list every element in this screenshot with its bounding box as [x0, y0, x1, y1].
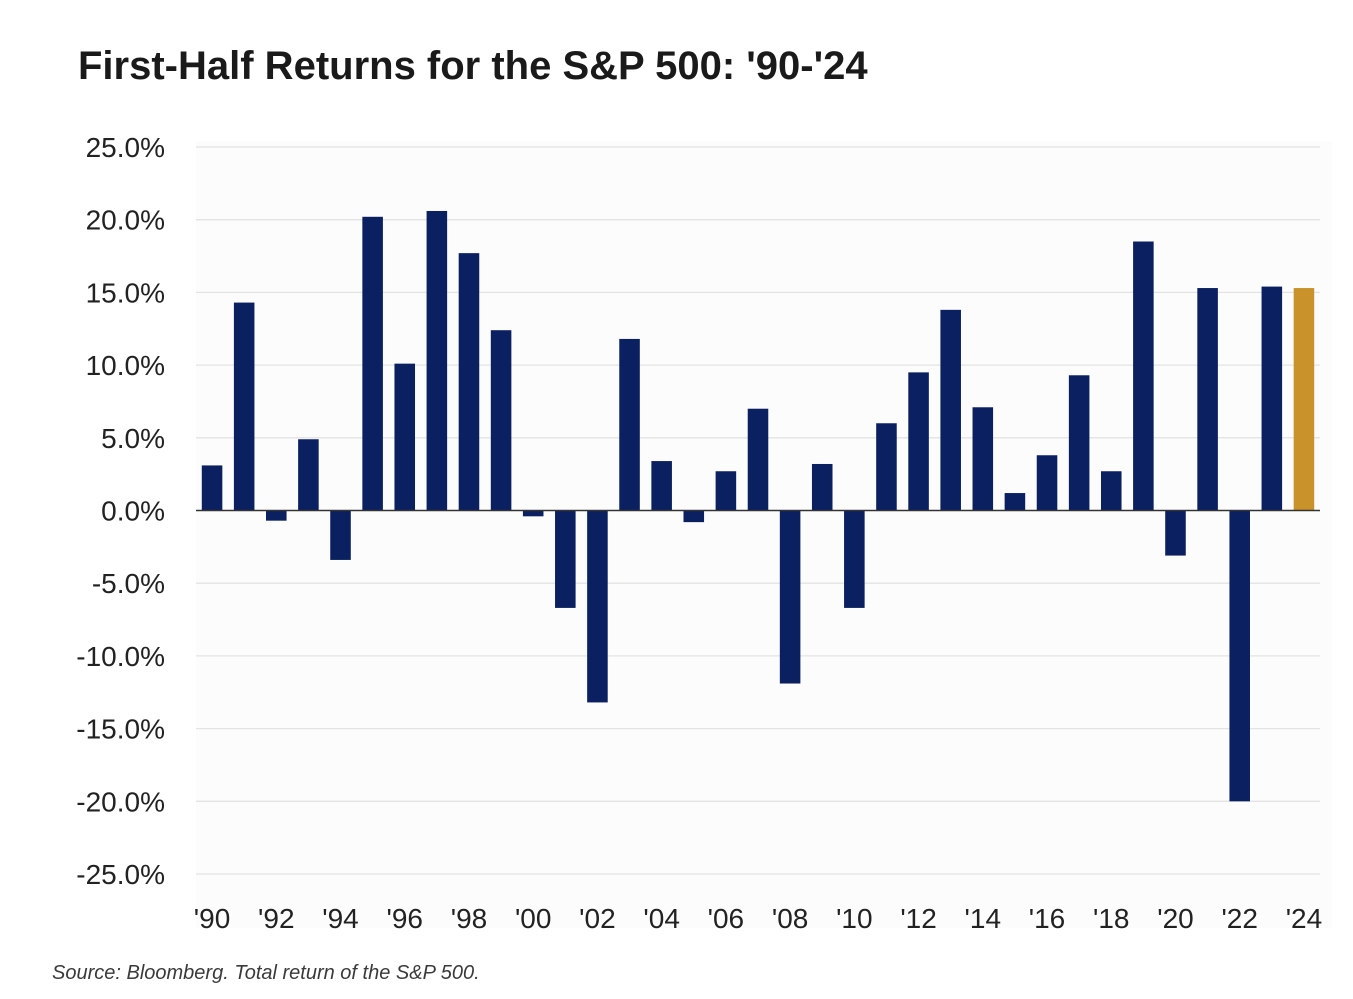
y-tick-label: -15.0% [76, 714, 165, 745]
bar-2012 [908, 372, 929, 511]
y-tick-label: -5.0% [92, 568, 165, 599]
bar-2024 [1293, 288, 1315, 511]
y-tick-label: 0.0% [101, 496, 165, 527]
bar-2016 [1036, 455, 1058, 511]
bar-2017 [1068, 375, 1090, 511]
bar-2005 [683, 510, 705, 523]
bar-2003 [619, 338, 640, 511]
bar-2015 [1004, 493, 1026, 511]
y-tick-label: -25.0% [76, 859, 165, 890]
y-tick-label: 5.0% [101, 423, 165, 454]
bar-2019 [1133, 241, 1154, 511]
bar-2022 [1229, 510, 1250, 802]
bar-2006 [715, 471, 737, 511]
bar-2004 [651, 461, 672, 511]
x-tick-label: '08 [772, 903, 809, 934]
chart-title: First-Half Returns for the S&P 500: '90-… [78, 44, 868, 88]
x-tick-label: '10 [836, 903, 873, 934]
x-tick-label: '90 [194, 903, 231, 934]
x-tick-label: '24 [1286, 903, 1323, 934]
bar-1999 [490, 330, 512, 511]
x-tick-label: '22 [1221, 903, 1258, 934]
bar-1997 [426, 210, 448, 511]
x-tick-label: '94 [322, 903, 359, 934]
x-tick-label: '96 [386, 903, 423, 934]
x-tick-label: '00 [515, 903, 552, 934]
bar-1994 [330, 510, 351, 560]
x-tick-label: '20 [1157, 903, 1194, 934]
x-tick-label: '16 [1029, 903, 1066, 934]
bar-2021 [1197, 288, 1218, 511]
bar-2010 [844, 510, 865, 608]
y-tick-label: 20.0% [86, 205, 165, 236]
bar-2008 [779, 510, 801, 684]
x-tick-label: '98 [451, 903, 488, 934]
bar-1991 [233, 302, 255, 511]
bar-1995 [362, 216, 383, 511]
y-tick-label: -10.0% [76, 641, 165, 672]
bar-2007 [747, 408, 769, 511]
x-tick-label: '04 [643, 903, 680, 934]
x-tick-label: '14 [965, 903, 1002, 934]
y-tick-label: -20.0% [76, 786, 165, 817]
x-tick-label: '18 [1093, 903, 1130, 934]
bar-2001 [555, 510, 576, 608]
bar-1992 [266, 510, 287, 521]
bar-1996 [394, 363, 416, 511]
bar-1993 [298, 439, 319, 511]
bar-2002 [587, 510, 608, 703]
bar-2011 [876, 423, 897, 511]
bar-2023 [1261, 286, 1283, 511]
y-tick-label: 10.0% [86, 350, 165, 381]
source-note: Source: Bloomberg. Total return of the S… [52, 962, 480, 984]
x-tick-label: '02 [579, 903, 616, 934]
bar-1998 [458, 253, 480, 511]
x-tick-label: '92 [258, 903, 295, 934]
y-tick-label: 15.0% [86, 277, 165, 308]
bar-2014 [972, 407, 994, 511]
bar-2000 [522, 510, 544, 517]
bar-2013 [940, 309, 961, 511]
y-tick-label: 25.0% [86, 132, 165, 163]
x-tick-label: '06 [708, 903, 745, 934]
bar-2009 [811, 463, 833, 511]
x-tick-label: '12 [900, 903, 937, 934]
bar-1990 [201, 465, 223, 511]
bar-2020 [1165, 510, 1186, 556]
bar-2018 [1100, 471, 1122, 511]
